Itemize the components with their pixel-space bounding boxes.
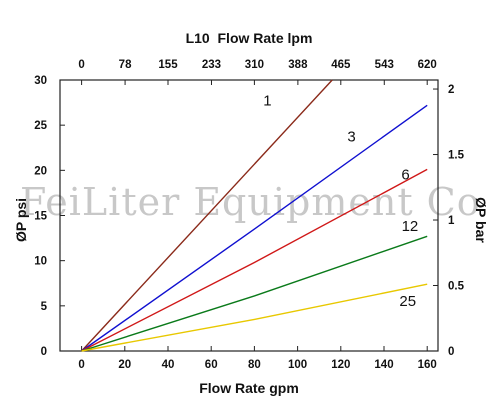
watermark: FeiLiter Equipment Co <box>20 180 481 224</box>
watermark-text: FeiLiter Equipment Co <box>20 180 481 224</box>
y-tick-label: 30 <box>34 75 47 87</box>
x-tick-label: 40 <box>162 359 175 371</box>
series-lines <box>81 79 428 352</box>
y-tick-label: 25 <box>34 120 47 132</box>
series-line-25 <box>81 283 428 352</box>
series-label-1: 1 <box>263 92 271 109</box>
x2-tick-label: 0 <box>78 59 84 71</box>
x-tick-label: 120 <box>331 359 350 371</box>
chart-title: L10 Flow Rate lpm <box>186 30 313 46</box>
x2-tick-label: 465 <box>331 59 351 71</box>
x-tick-label: 160 <box>418 359 437 371</box>
x-tick-label: 140 <box>374 359 393 371</box>
series-label-3: 3 <box>347 128 355 145</box>
series-line-6 <box>81 168 428 352</box>
series-line-3 <box>81 104 428 352</box>
y-tick-label: 5 <box>41 301 48 313</box>
x-tick-label: 60 <box>205 359 218 371</box>
series-label-25: 25 <box>399 293 416 310</box>
x-tick-label: 80 <box>248 359 261 371</box>
y-tick-label: 10 <box>34 256 47 268</box>
x-tick-label: 20 <box>118 359 131 371</box>
y2-axis-title: ØP bar <box>473 197 489 243</box>
y2-tick-label: 1 <box>448 215 455 227</box>
x-tick-label: 0 <box>78 359 84 371</box>
x2-tick-label: 155 <box>158 59 178 71</box>
x2-tick-label: 310 <box>245 59 264 71</box>
series-label-12: 12 <box>402 218 419 235</box>
x2-tick-label: 233 <box>202 59 221 71</box>
series-line-12 <box>81 235 428 352</box>
x2-tick-label: 78 <box>119 59 132 71</box>
y2-tick-label: 2 <box>448 84 454 96</box>
x-tick-label: 100 <box>288 359 307 371</box>
y2-tick-label: 0 <box>448 346 454 358</box>
y-tick-label: 15 <box>34 211 47 223</box>
y-tick-label: 0 <box>41 346 47 358</box>
series-line-1 <box>81 79 333 352</box>
x2-tick-label: 388 <box>288 59 308 71</box>
x2-tick-label: 620 <box>418 59 437 71</box>
series-label-6: 6 <box>401 166 409 183</box>
y-axis-title: ØP psi <box>13 198 29 242</box>
y-tick-label: 20 <box>34 165 47 177</box>
x2-tick-label: 543 <box>375 59 394 71</box>
y2-tick-label: 1.5 <box>448 150 465 162</box>
series-labels: 1 3 6 12 25 <box>263 92 418 310</box>
x-axis-title: Flow Rate gpm <box>199 380 299 396</box>
y2-tick-label: 0.5 <box>448 281 465 293</box>
